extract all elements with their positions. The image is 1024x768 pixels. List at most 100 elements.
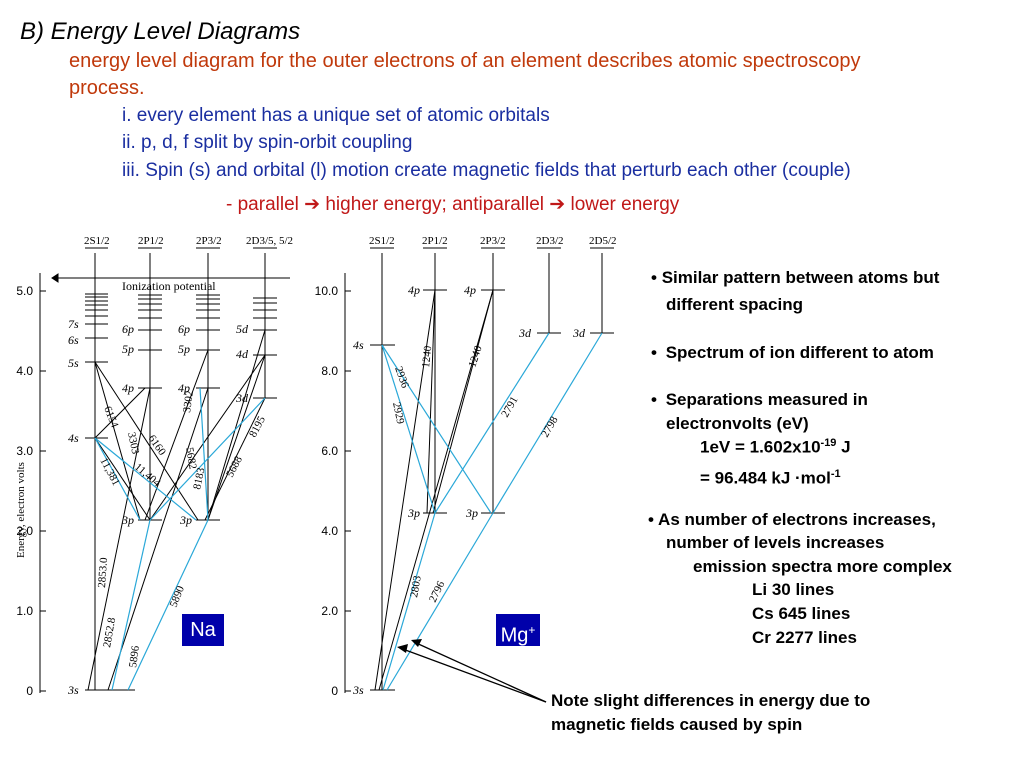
cs-lines: Cs 645 lines xyxy=(752,604,851,623)
na-wavelength: 2852.8 xyxy=(101,616,118,648)
pointer-arrow xyxy=(413,641,547,703)
mg-ytick: 4.0 xyxy=(321,524,338,538)
mg-badge-sup: + xyxy=(528,623,536,637)
mg-ytick: 10.0 xyxy=(315,284,339,298)
ev2-text: = 96.484 kJ ·mol xyxy=(700,468,831,488)
point-i: i. every element has a unique set of ato… xyxy=(122,105,550,126)
na-level-label: 5p xyxy=(122,342,134,356)
mg-wavelength: 2803 xyxy=(408,574,424,598)
mg-ytick: 8.0 xyxy=(321,364,338,378)
na-level-label: 3d xyxy=(235,391,249,405)
na-wavelength: 11,404 xyxy=(132,461,163,490)
na-wavelength: 11,381 xyxy=(97,456,122,488)
na-level-label: 6s xyxy=(68,333,79,347)
ev-conversion-1: 1eV = 1.602x10-19 J xyxy=(700,437,851,458)
bottom-note-line2: magnetic fields caused by spin xyxy=(551,715,803,734)
ionization-label: Ionization potential xyxy=(122,279,216,293)
arrow-icon: ➔ xyxy=(304,194,321,215)
page-title: B) Energy Level Diagrams xyxy=(20,18,301,45)
na-level-label: 3p xyxy=(179,513,192,527)
bullet-3: • Separations measured in xyxy=(651,390,868,410)
mg-energy-diagram: 10.0 8.0 6.0 4.0 2.0 0 2S1/2 2P1/2 2P3/2… xyxy=(315,235,617,698)
mg-level-label: 3p xyxy=(465,506,478,520)
mg-badge: Mg+ xyxy=(496,614,540,647)
mg-ytick: 6.0 xyxy=(321,444,338,458)
mg-col-head: 2P1/2 xyxy=(422,235,448,247)
na-level-label: 4p xyxy=(122,381,134,395)
pointer-arrow xyxy=(399,647,547,703)
ev1-text: 1eV = 1.602x10 xyxy=(700,437,821,457)
bullet-1-line1: Similar pattern between atoms but xyxy=(661,268,940,287)
ev1-exp: -19 xyxy=(820,437,837,449)
na-wavelength: 8195 xyxy=(247,414,268,439)
na-wavelength: 5682 xyxy=(183,446,199,470)
na-wavelength: 5890 xyxy=(168,584,188,609)
mg-level-label: 4p xyxy=(408,283,420,297)
parallel-note: - parallel ➔ higher energy; antiparallel… xyxy=(226,193,679,216)
mg-col-head: 2D3/2 xyxy=(536,235,564,247)
arrow-icon: ➔ xyxy=(549,194,566,215)
bottom-note-line1: Note slight differences in energy due to xyxy=(551,691,871,710)
bullet-1: • Similar pattern between atoms but xyxy=(651,268,939,288)
arrowhead-icon xyxy=(411,639,422,647)
na-ytick: 2.0 xyxy=(16,524,33,538)
na-ytick: 5.0 xyxy=(16,284,33,298)
na-ytick: 0 xyxy=(26,684,33,698)
mg-wavelength: 2929 xyxy=(390,401,406,426)
na-level-label: 3s xyxy=(67,683,79,697)
mg-level-label: 3d xyxy=(572,326,586,340)
li-lines: Li 30 lines xyxy=(752,580,835,599)
na-ylabel: Energy, electron volts xyxy=(15,462,27,558)
mg-col-head: 2S1/2 xyxy=(369,235,395,247)
mg-level-label: 3p xyxy=(407,506,420,520)
mg-badge-text: Mg xyxy=(500,624,529,647)
mg-wavelength: 2796 xyxy=(427,579,448,604)
na-wavelength: 3303 xyxy=(125,431,141,456)
mg-wavelength: 2798 xyxy=(539,414,561,439)
bullet-icon: • xyxy=(651,343,657,362)
na-level-label: 3p xyxy=(121,513,134,527)
mg-level-label: 4s xyxy=(353,338,364,352)
na-level-label: 6p xyxy=(178,322,190,336)
mg-col-head: 2D5/2 xyxy=(589,235,617,247)
parallel-mid: higher energy; antiparallel xyxy=(320,194,550,215)
point-ii: ii. p, d, f split by spin-orbit coupling xyxy=(122,132,413,153)
na-ytick: 1.0 xyxy=(16,604,33,618)
na-col-head: 2S1/2 xyxy=(84,235,110,247)
cr-lines: Cr 2277 lines xyxy=(752,628,857,647)
bullet-1-line2: different spacing xyxy=(666,295,803,314)
bullet-4-line1: • As number of electrons increases, xyxy=(648,510,936,529)
bullet-3-line2: electronvolts (eV) xyxy=(666,414,809,433)
bullet-icon: • xyxy=(651,390,657,409)
na-col-head: 2D3/5, 5/2 xyxy=(246,235,293,247)
na-col-head: 2P3/2 xyxy=(196,235,222,247)
mg-wavelength: 1240 xyxy=(466,344,484,369)
mg-level-label: 3d xyxy=(518,326,532,340)
mg-level-label: 4p xyxy=(464,283,476,297)
na-wavelength: 8183 xyxy=(191,466,207,491)
na-wavelength: 6154 xyxy=(101,405,121,430)
mg-col-head: 2P3/2 xyxy=(480,235,506,247)
pointer-arrows xyxy=(397,639,547,703)
na-level-label: 5p xyxy=(178,342,190,356)
na-badge: Na xyxy=(182,614,224,646)
na-wavelength: 5688 xyxy=(224,454,245,479)
parallel-suffix: lower energy xyxy=(565,194,680,215)
na-level-label: 4s xyxy=(68,431,79,445)
arrowhead-icon xyxy=(397,644,408,653)
na-wavelength: 3302 xyxy=(181,390,196,413)
mg-ytick: 2.0 xyxy=(321,604,338,618)
bullet-3-line1: Separations measured in xyxy=(665,390,868,409)
emission-note: emission spectra more complex xyxy=(693,557,952,576)
mg-ytick: 0 xyxy=(331,684,338,698)
na-wavelength: 5896 xyxy=(127,644,142,668)
arrow-left-icon xyxy=(51,273,59,283)
intro-text-line2: process. xyxy=(69,77,145,99)
na-level-label: 5s xyxy=(68,356,79,370)
ev2-exp: -1 xyxy=(830,468,841,480)
na-level-label: 5d xyxy=(236,322,249,336)
point-iii: iii. Spin (s) and orbital (l) motion cre… xyxy=(122,160,851,181)
na-ytick: 4.0 xyxy=(16,364,33,378)
na-ytick: 3.0 xyxy=(16,444,33,458)
parallel-prefix: - parallel xyxy=(226,194,305,215)
